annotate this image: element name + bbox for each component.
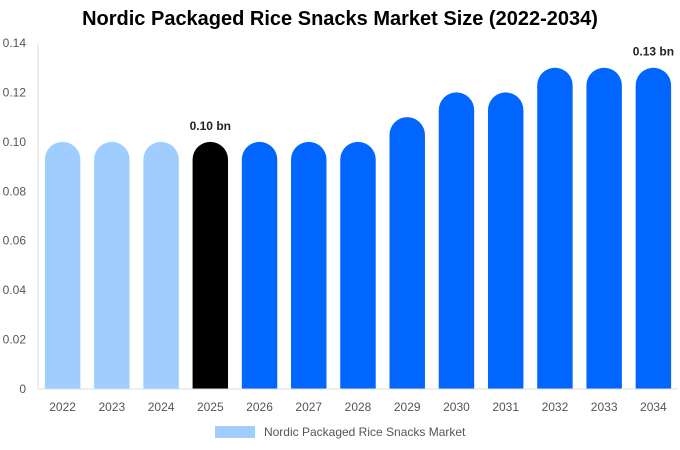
legend: Nordic Packaged Rice Snacks Market (0, 425, 680, 439)
y-tick-label: 0.12 (3, 85, 27, 99)
legend-swatch (214, 426, 255, 438)
y-tick-label: 0.10 (3, 135, 27, 149)
chart-title: Nordic Packaged Rice Snacks Market Size … (82, 8, 598, 30)
bar-2024 (143, 141, 179, 389)
y-tick-label: 0.06 (3, 234, 27, 248)
x-tick-label: 2024 (148, 400, 175, 414)
bar-2032 (537, 67, 573, 389)
bar-2030 (438, 92, 475, 389)
bar-2033 (586, 67, 622, 389)
x-tick-label: 2031 (492, 400, 519, 414)
legend-label: Nordic Packaged Rice Snacks Market (263, 425, 466, 439)
x-tick-label: 2028 (345, 400, 372, 414)
bar-2031 (487, 92, 524, 389)
x-tick-label: 2025 (197, 400, 224, 414)
bar-2025 (192, 141, 229, 389)
y-tick-label: 0.14 (3, 36, 27, 50)
bar-2022 (44, 141, 81, 389)
bar-2026 (241, 141, 278, 389)
x-axis: 2022 2023 2024 2025 2026 2027 2028 2029 2030 2031… (38, 388, 678, 414)
data-label: 0.10 bn (190, 119, 231, 133)
bar-2027 (291, 141, 327, 389)
y-tick-label: 0.04 (3, 283, 27, 297)
x-tick-label: 2034 (640, 400, 667, 414)
y-tick-label: 0.02 (3, 333, 27, 347)
y-axis: 0 0.02 0.04 0.06 0.08 0.10 0.12 0.14 (3, 36, 39, 396)
data-label: 0.13 bn (633, 45, 674, 59)
bar-2029 (389, 117, 425, 389)
bar-2028 (340, 141, 376, 389)
x-tick-label: 2026 (246, 400, 273, 414)
x-tick-label: 2029 (394, 400, 421, 414)
y-tick-label: 0 (19, 382, 26, 396)
bars-group (44, 67, 672, 389)
x-tick-label: 2033 (591, 400, 618, 414)
bar-2023 (94, 141, 130, 389)
x-tick-label: 2030 (443, 400, 470, 414)
x-tick-label: 2032 (542, 400, 569, 414)
x-tick-label: 2027 (295, 400, 322, 414)
bar-chart: 00.020.040.060.080.100.120.14 2022 2023 20… (3, 36, 678, 414)
x-tick-label: 2022 (49, 400, 76, 414)
bar-2034 (635, 67, 672, 389)
data-labels-group: 0.10 bn 0.13 bn (190, 45, 674, 133)
y-tick-label: 0.08 (3, 184, 27, 198)
x-tick-label: 2023 (98, 400, 125, 414)
